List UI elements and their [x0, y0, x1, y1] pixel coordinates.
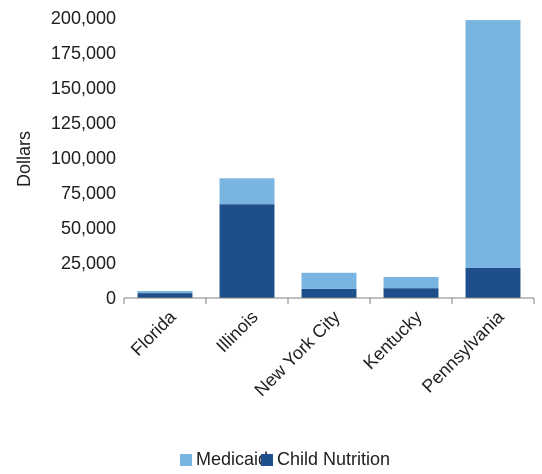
bar-child-nutrition-kentucky	[383, 288, 439, 298]
y-tick-label: 125,000	[51, 113, 116, 133]
y-tick-label: 50,000	[61, 218, 116, 238]
x-tick-label: Kentucky	[359, 307, 426, 374]
y-tick-label: 175,000	[51, 43, 116, 63]
bar-medicaid-new-york-city	[301, 272, 357, 289]
y-tick-label: 75,000	[61, 183, 116, 203]
bar-child-nutrition-new-york-city	[301, 288, 357, 298]
bar-medicaid-kentucky	[383, 277, 439, 289]
x-tick-label: Illinois	[212, 307, 262, 357]
x-tick-label: New York City	[250, 307, 343, 400]
bars	[137, 20, 521, 298]
bar-medicaid-illinois	[219, 178, 275, 205]
x-tick-label: Pennsylvania	[418, 306, 509, 397]
legend-label-child-nutrition: Child Nutrition	[277, 449, 390, 469]
y-tick-label: 25,000	[61, 253, 116, 273]
y-tick-label: 0	[106, 288, 116, 308]
y-tick-label: 150,000	[51, 78, 116, 98]
legend: Medicaid Child Nutrition	[180, 449, 390, 469]
y-axis-ticks: 0 25,000 50,000 75,000 100,000 125,000 150,000…	[51, 8, 116, 308]
bar-child-nutrition-pennsylvania	[465, 267, 521, 298]
bar-medicaid-pennsylvania	[465, 20, 521, 268]
bar-medicaid-florida	[137, 291, 193, 294]
bar-child-nutrition-florida	[137, 293, 193, 298]
y-axis-title: Dollars	[14, 131, 34, 187]
legend-label-medicaid: Medicaid	[196, 449, 268, 469]
x-tick-label: Florida	[127, 306, 181, 360]
legend-swatch-medicaid	[180, 454, 192, 466]
y-tick-label: 200,000	[51, 8, 116, 28]
bar-child-nutrition-illinois	[219, 204, 275, 298]
y-tick-label: 100,000	[51, 148, 116, 168]
legend-swatch-child-nutrition	[261, 454, 273, 466]
